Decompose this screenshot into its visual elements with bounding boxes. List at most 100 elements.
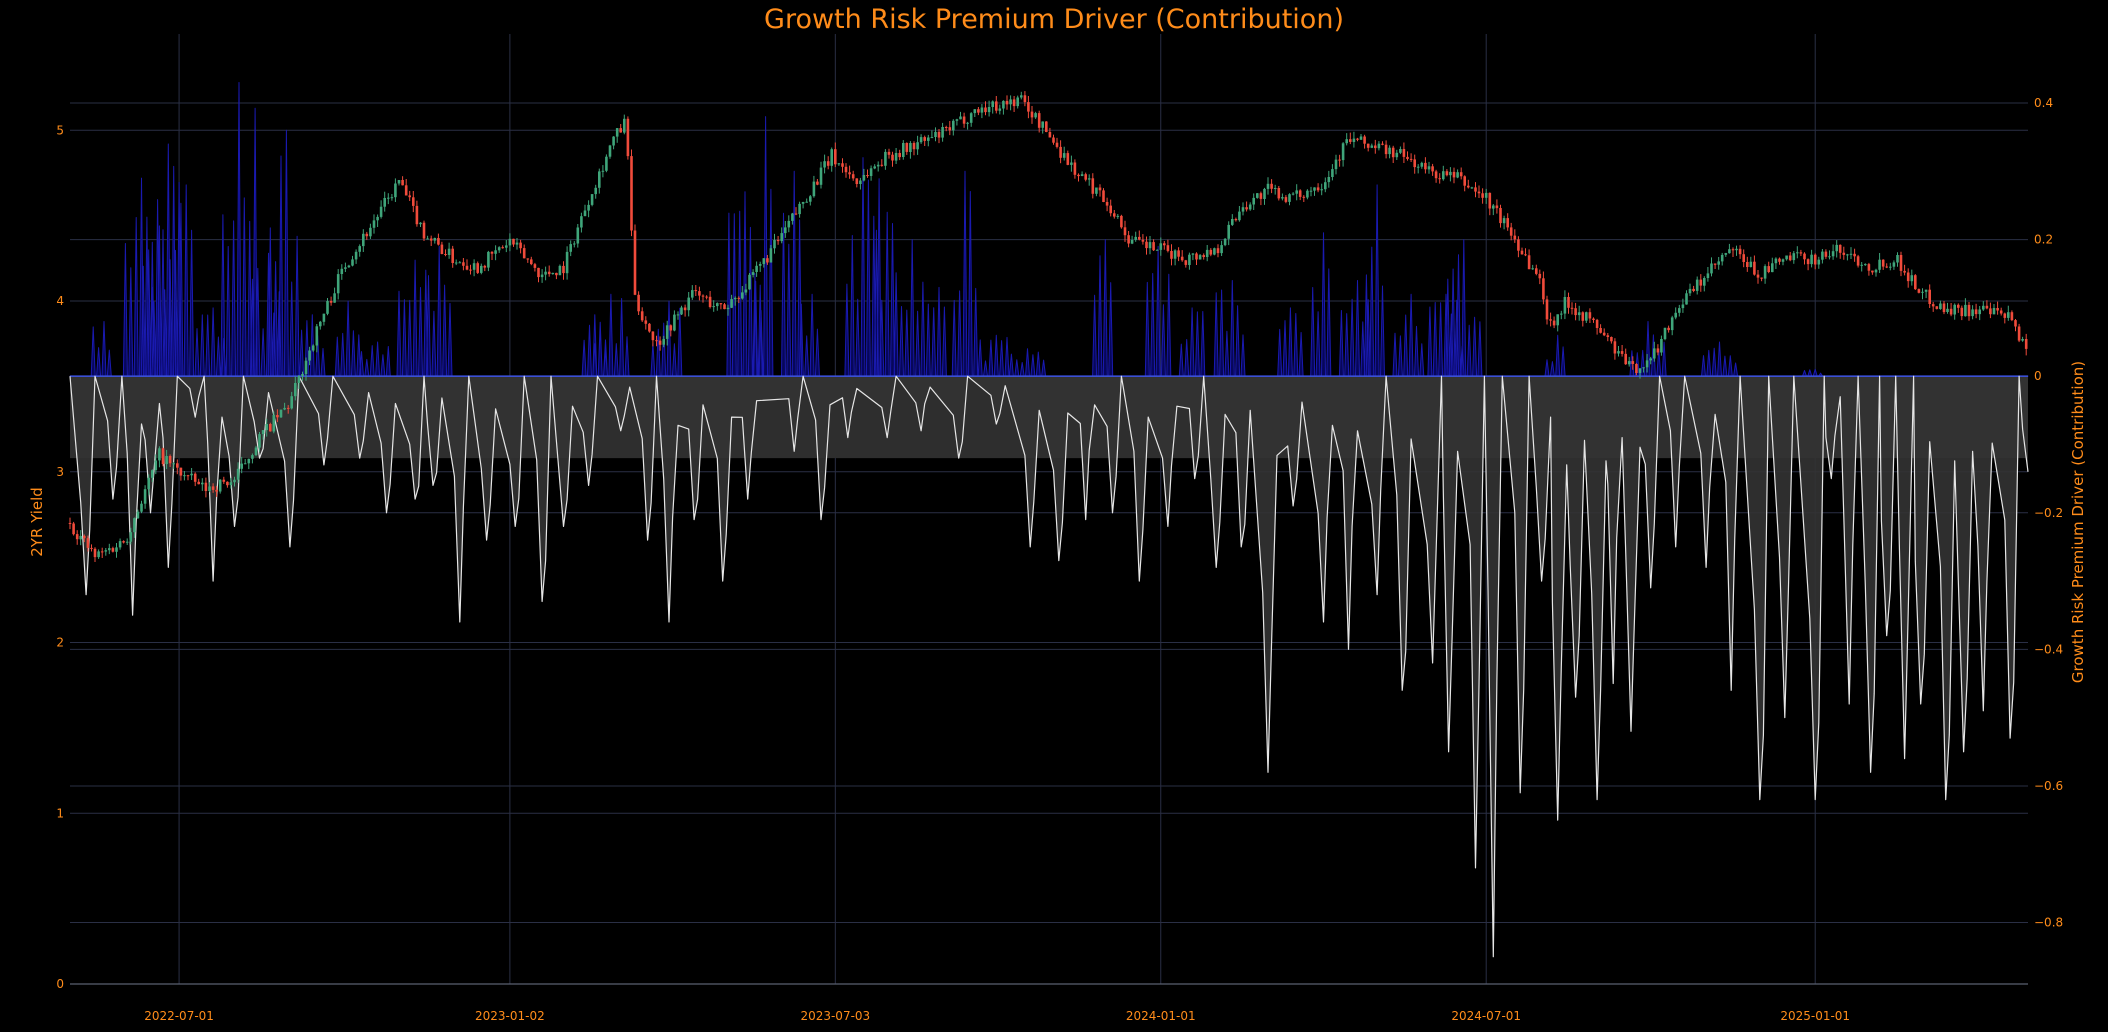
candle-body xyxy=(1388,147,1391,155)
candle-body xyxy=(1542,278,1545,300)
candle-body xyxy=(812,181,816,197)
candle-body xyxy=(1442,171,1445,180)
candle-body xyxy=(1581,312,1585,321)
candle-body xyxy=(966,122,969,124)
candle-body xyxy=(1127,235,1130,244)
candle-body xyxy=(193,473,197,482)
chart-title: Growth Risk Premium Driver (Contribution… xyxy=(764,4,1344,35)
candle-body xyxy=(1180,256,1184,261)
candle-body xyxy=(240,463,243,469)
candle-body xyxy=(1810,254,1813,265)
candle-body xyxy=(987,107,991,113)
candle-body xyxy=(1334,159,1338,170)
candle-body xyxy=(93,548,97,558)
candle-body xyxy=(179,467,183,476)
candle-body xyxy=(955,119,959,121)
candle-body xyxy=(1420,162,1424,167)
candle-body xyxy=(1846,254,1849,256)
candle-body xyxy=(1735,248,1738,251)
candle-body xyxy=(1524,254,1527,256)
candle-body xyxy=(776,240,780,242)
candle-body xyxy=(612,136,615,146)
candle-body xyxy=(1574,308,1577,316)
candle-body xyxy=(762,258,766,264)
candle-body xyxy=(1760,277,1763,279)
candle-body xyxy=(730,299,733,308)
candle-body xyxy=(125,541,129,543)
candle-body xyxy=(837,163,841,165)
candle-body xyxy=(1313,187,1316,191)
candle-body xyxy=(226,481,229,486)
candle-body xyxy=(172,463,175,465)
candle-body xyxy=(297,376,301,383)
candle-body xyxy=(1989,308,1992,315)
candle-body xyxy=(1256,193,1259,198)
candle-body xyxy=(1205,249,1209,257)
candle-body xyxy=(1252,197,1255,205)
candle-body xyxy=(1259,193,1263,199)
candle-body xyxy=(1055,142,1059,147)
right-axis-label: Growth Risk Premium Driver (Contribution… xyxy=(2069,361,2087,683)
candle-body xyxy=(186,475,190,477)
candle-body xyxy=(1849,253,1853,255)
candle-body xyxy=(1631,361,1635,364)
candle-body xyxy=(980,107,984,113)
candle-body xyxy=(1395,152,1399,158)
candle-body xyxy=(1338,159,1341,161)
candle-body xyxy=(215,489,218,492)
candle-body xyxy=(229,482,233,486)
candle-body xyxy=(927,137,930,141)
candle-body xyxy=(1949,308,1953,315)
candle-body xyxy=(168,456,172,464)
x-tick-label: 2022-07-01 xyxy=(144,1009,214,1023)
candle-body xyxy=(1756,274,1760,278)
candle-body xyxy=(934,131,937,137)
candle-body xyxy=(952,120,955,131)
negative-contribution-line xyxy=(69,375,2029,958)
candle-body xyxy=(1935,306,1939,309)
candle-body xyxy=(1606,335,1610,337)
x-tick-label: 2023-07-03 xyxy=(800,1009,870,1023)
candle-body xyxy=(258,434,261,448)
candle-body xyxy=(512,238,515,245)
candle-body xyxy=(1138,236,1141,240)
candle-body xyxy=(1488,192,1492,209)
candle-body xyxy=(1499,208,1502,224)
candle-body xyxy=(1027,102,1030,112)
candle-body xyxy=(147,477,150,490)
candle-body xyxy=(1062,153,1066,158)
candle-body xyxy=(562,265,565,274)
left-tick-label: 3 xyxy=(56,465,64,479)
candle-body xyxy=(866,175,869,177)
candle-body xyxy=(161,448,165,465)
candle-body xyxy=(1341,143,1345,161)
candle-body xyxy=(1928,289,1931,304)
candle-body xyxy=(286,407,290,409)
candle-body xyxy=(1402,149,1406,157)
candle-body xyxy=(1327,177,1331,183)
candle-body xyxy=(272,415,276,432)
candle-body xyxy=(1195,253,1198,260)
candle-body xyxy=(1813,254,1817,265)
candle-body xyxy=(884,151,887,166)
candle-body xyxy=(1914,275,1917,290)
candle-body xyxy=(555,272,558,276)
candle-body xyxy=(261,430,265,435)
candle-body xyxy=(429,238,433,241)
candle-body xyxy=(472,263,476,270)
candle-body xyxy=(154,460,158,471)
candle-body xyxy=(1288,194,1291,202)
candle-body xyxy=(437,238,440,245)
candle-body xyxy=(218,479,222,492)
candle-body xyxy=(197,481,200,485)
candle-body xyxy=(522,248,526,259)
candle-body xyxy=(1509,227,1513,236)
candle-body xyxy=(133,518,136,533)
candle-body xyxy=(1620,351,1624,354)
candle-body xyxy=(937,131,941,138)
candle-body xyxy=(1974,309,1978,315)
candle-body xyxy=(537,267,540,278)
candle-body xyxy=(426,238,429,240)
x-tick-label: 2024-01-01 xyxy=(1126,1009,1196,1023)
candle-body xyxy=(619,128,622,133)
